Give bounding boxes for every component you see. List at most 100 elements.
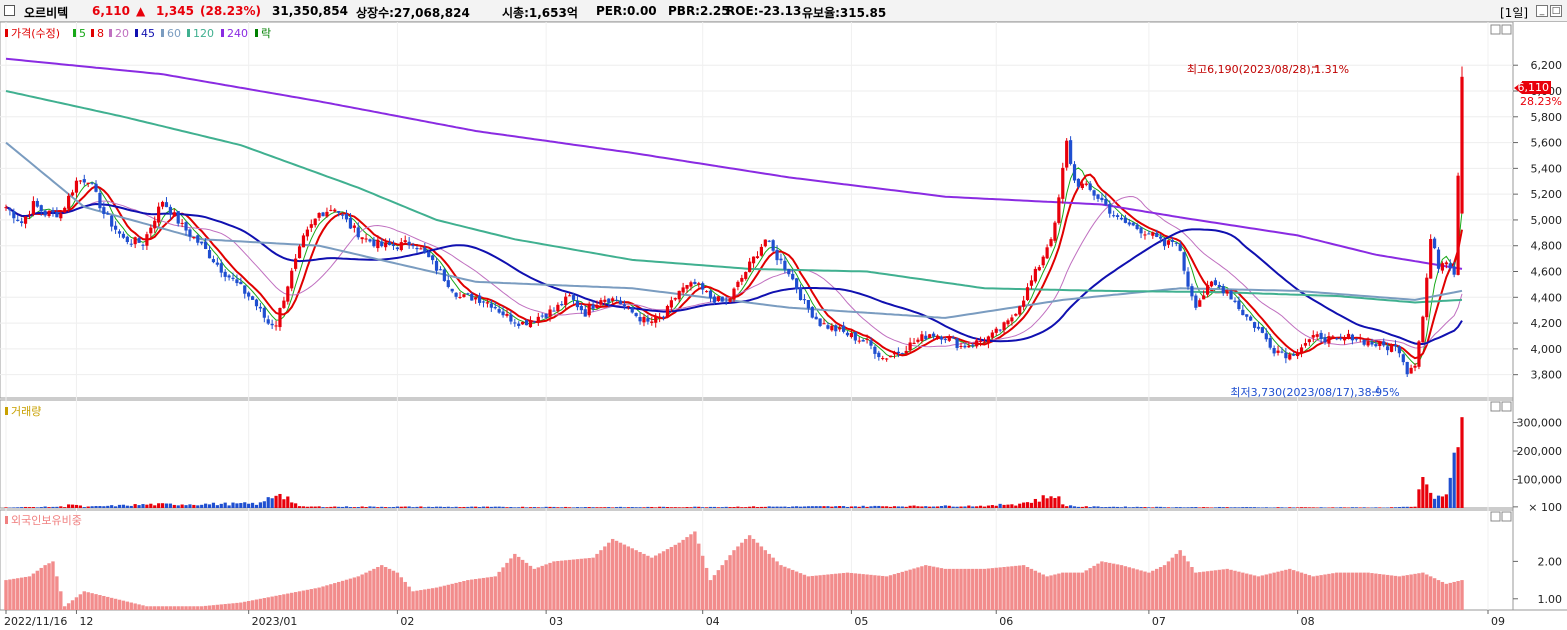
volume-bar <box>1425 484 1429 508</box>
candle-body <box>1280 351 1284 353</box>
price-legend: 가격(수정) 5 8 20 45 60 120 240 락 <box>5 27 271 40</box>
candle-body <box>1002 322 1006 331</box>
candle-body <box>270 323 274 326</box>
candle-body <box>1076 178 1081 187</box>
candle-body <box>1452 266 1456 275</box>
volume-bar <box>971 506 975 508</box>
volume-bar <box>1143 507 1147 508</box>
volume-bar <box>1358 507 1362 508</box>
candle-body <box>1370 342 1374 345</box>
foreign-ratio-bar <box>524 562 529 610</box>
foreign-ratio-bar <box>117 599 122 610</box>
candle-body <box>978 340 983 342</box>
volume-bar <box>634 507 638 508</box>
period-label[interactable]: [1일] <box>1500 6 1529 20</box>
volume-bar <box>110 505 114 508</box>
volume-bar <box>1115 506 1120 508</box>
candle-body <box>129 243 133 245</box>
foreign-ratio-bar <box>395 572 400 610</box>
candle-body <box>200 241 204 244</box>
volume-bar <box>1076 506 1081 508</box>
volume-minimize-icon[interactable] <box>1490 401 1501 412</box>
legend-swatch <box>161 29 164 37</box>
panel-minimize-icon[interactable] <box>1490 24 1501 35</box>
foreign-ratio-bar <box>235 602 239 610</box>
volume-bar <box>274 495 278 508</box>
candle-body <box>313 218 317 226</box>
candle-body <box>160 201 165 207</box>
foreign-ratio-bar <box>849 572 854 610</box>
foreign-ratio-bar <box>1100 561 1104 610</box>
foreign-ratio-bar <box>231 603 235 610</box>
candle-body <box>1205 284 1210 295</box>
foreign-minimize-icon[interactable] <box>1490 511 1501 522</box>
candle-body <box>407 241 411 245</box>
volume-bar <box>176 505 180 508</box>
candle-body <box>172 212 176 217</box>
volume-bar <box>1401 506 1405 508</box>
minimize-icon[interactable]: _ <box>1536 5 1548 17</box>
volume-bar <box>869 506 873 508</box>
select-checkbox[interactable] <box>4 5 15 16</box>
volume-bar <box>321 507 325 508</box>
foreign-ratio-bar <box>78 594 83 610</box>
volume-bar <box>43 506 47 508</box>
foreign-ratio-bar <box>1393 575 1398 610</box>
foreign-ratio-bar <box>1362 572 1366 610</box>
candle-body <box>759 246 763 256</box>
foreign-ratio-bar <box>634 550 638 610</box>
volume-bar <box>865 506 869 508</box>
candle-body <box>94 183 98 192</box>
volume-bar <box>1033 498 1037 508</box>
foreign-ratio-bar <box>102 595 106 610</box>
volume-bar <box>814 506 818 508</box>
volume-bar <box>1319 507 1323 508</box>
legend-swatch <box>187 29 190 37</box>
foreign-ratio-bar <box>1405 575 1409 610</box>
candle-body <box>540 315 544 317</box>
volume-bar <box>1100 507 1104 508</box>
foreign-ratio-bar <box>1049 575 1053 610</box>
panel-close-icon[interactable] <box>1501 24 1512 35</box>
volume-bar <box>1186 507 1190 508</box>
foreign-ratio-bar <box>1350 572 1355 610</box>
volume-bar <box>677 507 681 508</box>
candle-body <box>1386 346 1390 351</box>
foreign-ratio-bar <box>1045 576 1049 610</box>
candle-body <box>1346 333 1351 339</box>
volume-bar <box>1245 507 1249 508</box>
candle-body <box>235 279 239 284</box>
candle-body <box>587 305 591 316</box>
volume-bar <box>1178 507 1182 508</box>
candle-body <box>963 345 967 348</box>
volume-bar <box>67 504 71 508</box>
candle-body <box>399 242 403 251</box>
candle-body <box>1186 271 1190 287</box>
volume-close-icon[interactable] <box>1501 401 1512 412</box>
volume-bar <box>1202 507 1206 508</box>
foreign-close-icon[interactable] <box>1501 511 1512 522</box>
volume-bar <box>153 505 157 508</box>
foreign-ratio-bar <box>540 565 544 610</box>
candle-body <box>924 335 928 340</box>
foreign-ratio-bar <box>438 586 443 610</box>
candle-body <box>767 240 771 242</box>
candle-body <box>337 211 341 213</box>
volume-bar <box>1155 506 1159 508</box>
candle-body <box>1202 295 1206 300</box>
foreign-ratio-bar <box>654 555 658 610</box>
candle-body <box>1221 286 1225 294</box>
foreign-ratio-bar <box>904 570 908 610</box>
foreign-ratio-bar <box>199 606 204 610</box>
foreign-ratio-bar <box>1131 568 1135 610</box>
volume-bar <box>712 506 717 508</box>
foreign-ratio-bar <box>1241 572 1245 610</box>
candle-body <box>947 336 951 341</box>
foreign-ratio-bar <box>485 577 490 610</box>
stock-name: 오르비텍 <box>24 6 69 20</box>
volume-bar <box>1436 495 1441 508</box>
high-annotation: 최고6,190(2023/08/28),1.31% <box>1187 63 1349 76</box>
candle-body <box>1033 268 1037 282</box>
maximize-icon[interactable]: □ <box>1550 5 1562 17</box>
price-tick-label: 5,800 <box>1531 111 1563 124</box>
